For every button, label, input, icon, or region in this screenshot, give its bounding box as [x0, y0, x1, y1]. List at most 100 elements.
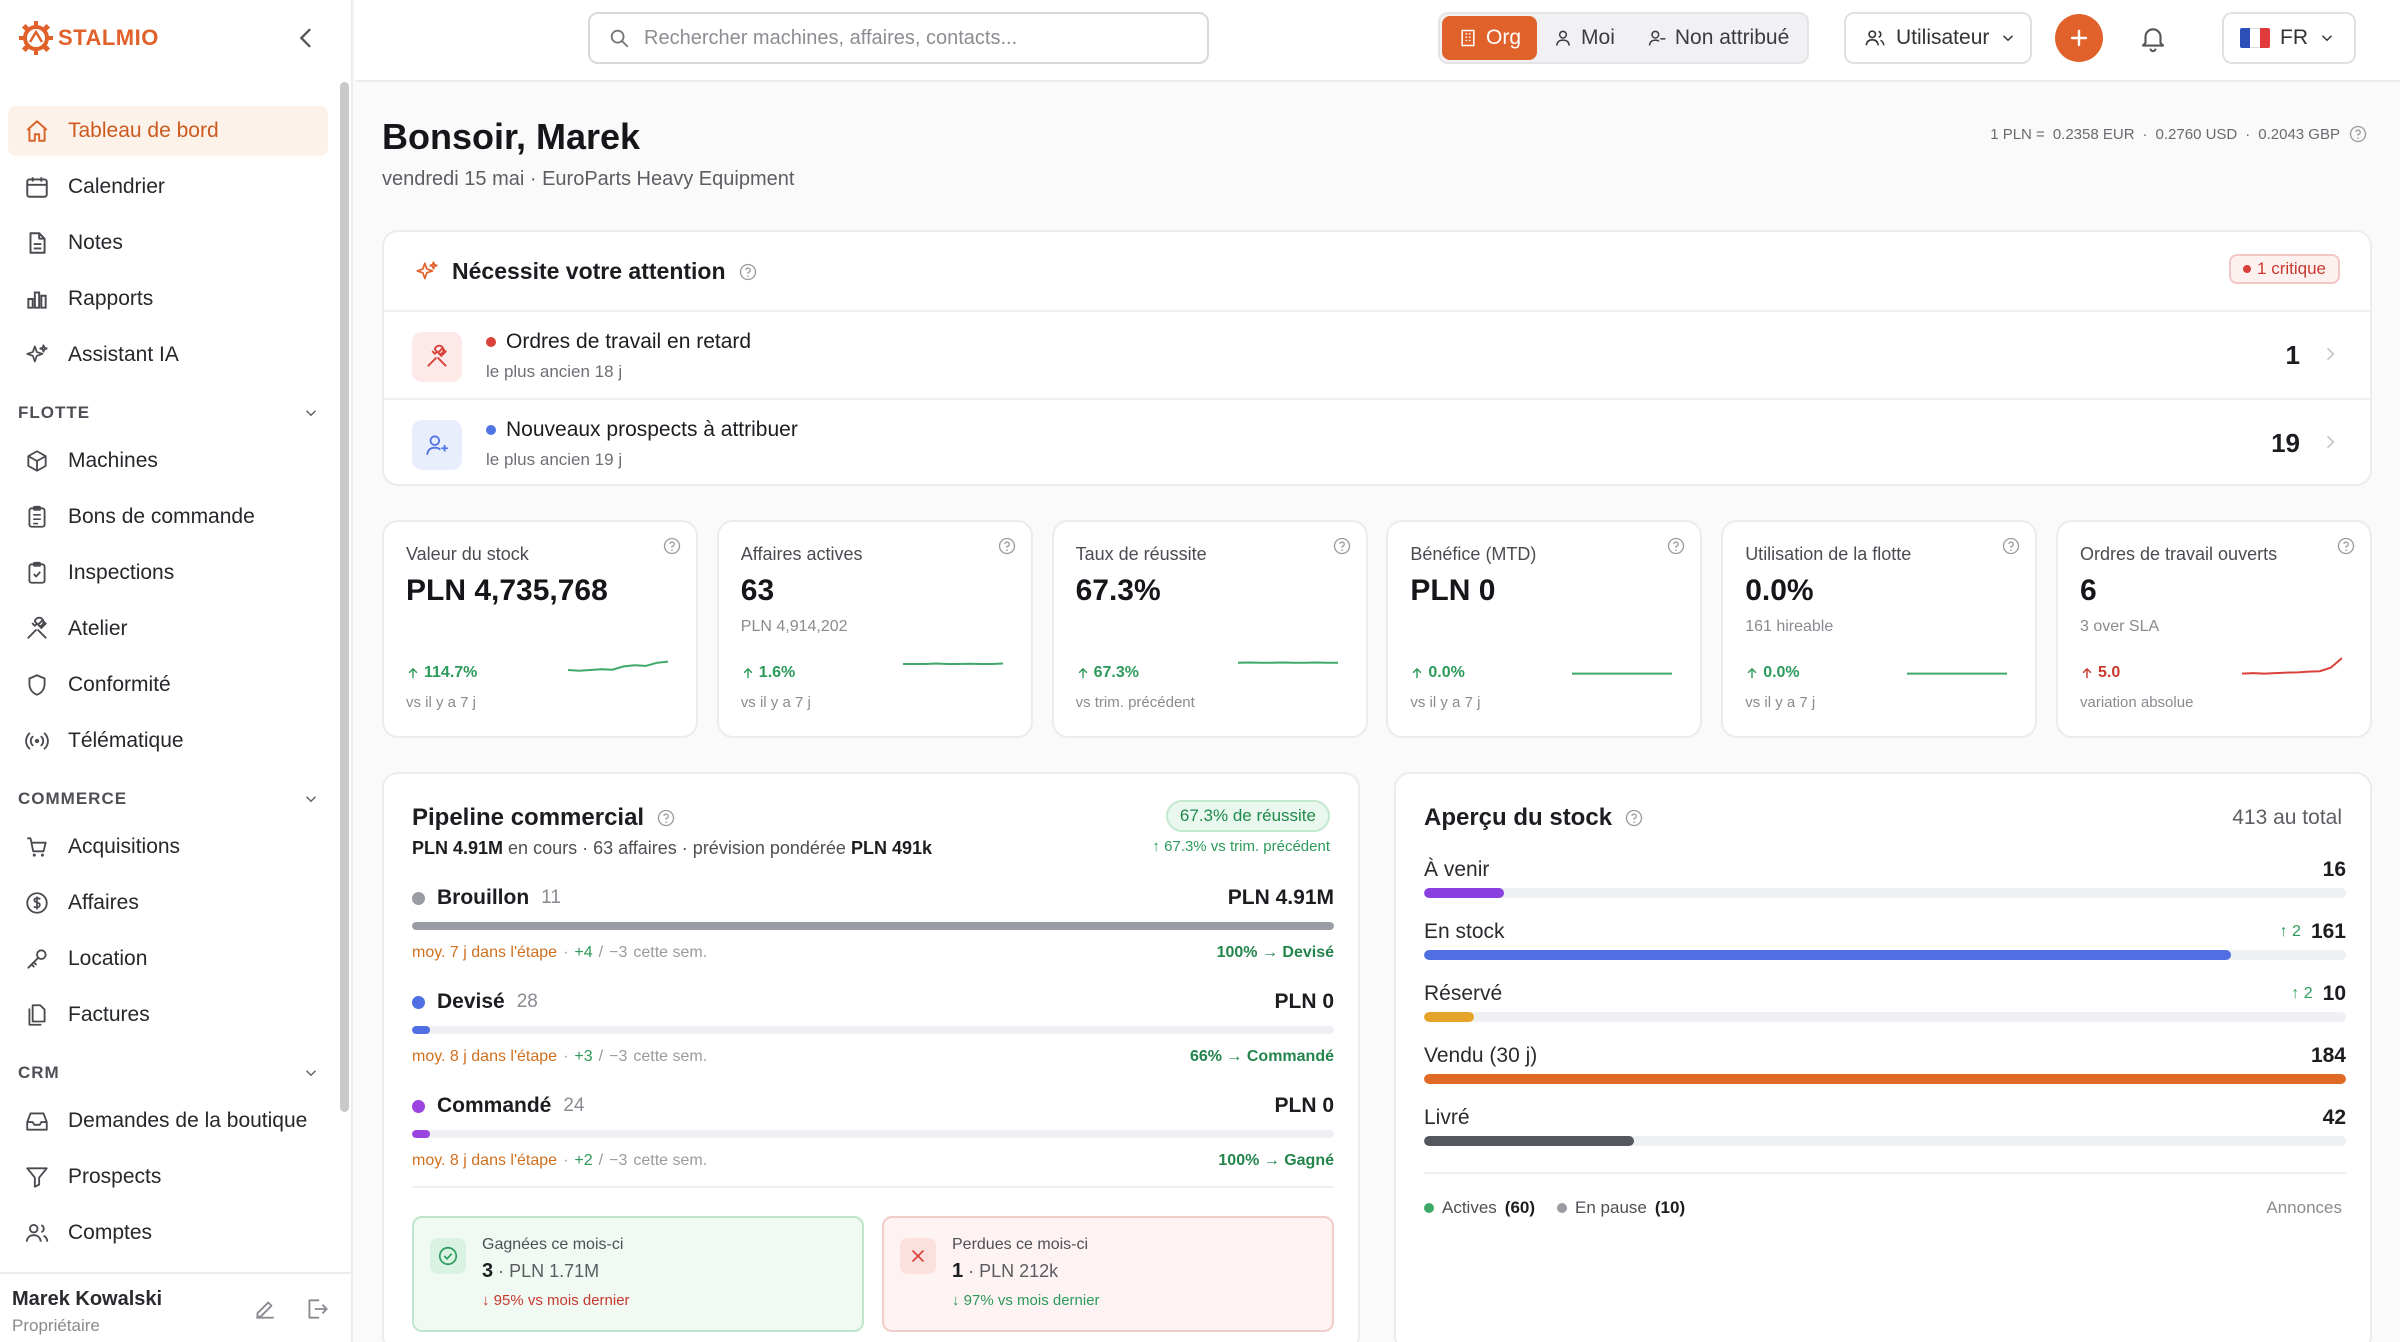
edit-profile-button[interactable] [252, 1296, 278, 1322]
listings-link[interactable]: Annonces [2266, 1198, 2342, 1217]
stock-title: Aperçu du stock [1424, 804, 1613, 831]
user-role: Propriétaire [12, 1316, 100, 1335]
search-input[interactable] [644, 26, 1184, 50]
sidebar-item-accounts[interactable]: Comptes [8, 1208, 328, 1258]
sidebar-scrollbar[interactable] [340, 82, 349, 1112]
sidebar-item-invoices[interactable]: Factures [8, 990, 328, 1040]
sidebar-item-telematics[interactable]: Télématique [8, 716, 328, 766]
stock-bar-fill [1424, 1012, 1474, 1022]
page-title: Bonsoir, Marek [382, 116, 641, 157]
scope-org-button[interactable]: Org [1442, 16, 1538, 60]
stock-bar [1424, 1074, 2346, 1084]
help-icon[interactable] [738, 262, 758, 282]
help-icon[interactable] [2348, 124, 2368, 144]
sidebar-item-calendar[interactable]: Calendrier [8, 162, 328, 212]
kpi-card[interactable]: Ordres de travail ouverts 6 3 over SLA 5… [2056, 520, 2372, 738]
sidebar-item-machines[interactable]: Machines [8, 436, 328, 486]
user-filter-dropdown[interactable]: Utilisateur [1844, 12, 2032, 64]
page-subtitle: vendredi 15 mai · EuroParts Heavy Equipm… [382, 168, 795, 190]
scope-me-button[interactable]: Moi [1537, 16, 1631, 60]
stage-plus: +4 [574, 944, 593, 961]
sidebar-item-label: Acquisitions [68, 835, 181, 858]
help-icon[interactable] [1332, 536, 1352, 556]
sidebar-item-inspections[interactable]: Inspections [8, 548, 328, 598]
stock-row[interactable]: Réservé ↑ 2 10 [1424, 982, 2346, 1038]
kpi-sparkline [568, 660, 668, 672]
stock-row[interactable]: En stock ↑ 2 161 [1424, 920, 2346, 976]
stock-row[interactable]: Livré 42 [1424, 1106, 2346, 1162]
attention-row-sub: le plus ancien 19 j [486, 450, 623, 469]
language-selector[interactable]: FR [2222, 12, 2356, 64]
global-search[interactable] [588, 12, 1209, 64]
sidebar-item-dashboard[interactable]: Tableau de bord [8, 106, 328, 156]
help-icon[interactable] [1666, 536, 1686, 556]
pipeline-stage[interactable]: Brouillon 11 PLN 4.91M moy. 7 j dans l'é… [412, 886, 1334, 982]
help-icon[interactable] [656, 808, 676, 828]
sidebar-item-label: Factures [68, 1003, 150, 1026]
win-rate-comparison: ↑ 67.3% vs trim. précédent [1152, 838, 1330, 855]
sidebar-item-ai-assistant[interactable]: Assistant IA [8, 330, 328, 380]
section-crm-toggle[interactable]: CRM [18, 1058, 320, 1088]
kpi-card[interactable]: Taux de réussite 67.3% 67.3% vs trim. pr… [1051, 520, 1368, 738]
legend-paused: En pause (10) [1557, 1198, 1685, 1218]
chevron-down-icon [2003, 35, 2014, 42]
help-icon[interactable] [662, 536, 682, 556]
kpi-card[interactable]: Valeur du stock PLN 4,735,768 114.7% vs … [382, 520, 698, 738]
sidebar-item-deals[interactable]: Affaires [8, 878, 328, 928]
meta-sep: · [563, 944, 569, 961]
sidebar-item-label: Calendrier [68, 175, 165, 198]
help-icon[interactable] [2336, 536, 2356, 556]
kpi-card[interactable]: Affaires actives 63 PLN 4,914,202 1.6% v… [716, 520, 1033, 738]
stock-value-group: ↑ 2 10 [2291, 982, 2346, 1006]
kpi-card[interactable]: Bénéfice (MTD) PLN 0 0.0% vs il y a 7 j [1386, 520, 1703, 738]
sidebar-item-workshop[interactable]: Atelier [8, 604, 328, 654]
stage-meta: moy. 7 j dans l'étape · +4 / −3 cette se… [412, 944, 707, 962]
stock-row[interactable]: À venir 16 [1424, 858, 2346, 914]
stock-value: 42 [2322, 1106, 2346, 1129]
sidebar-item-compliance[interactable]: Conformité [8, 660, 328, 710]
kpi-delta-value: 0.0% [1428, 664, 1465, 681]
stage-value: PLN 4.91M [1227, 886, 1334, 909]
attention-row-overdue-work-orders[interactable]: Ordres de travail en retard le plus anci… [384, 310, 2370, 398]
help-icon[interactable] [997, 536, 1017, 556]
kpi-sub: 161 hireable [1745, 618, 1834, 635]
sidebar-item-acquisitions[interactable]: Acquisitions [8, 822, 328, 872]
scope-unassigned-button[interactable]: Non attribué [1631, 16, 1805, 60]
pipeline-stage[interactable]: Commandé 24 PLN 0 moy. 8 j dans l'étape … [412, 1094, 1334, 1190]
rate-separator: · [2142, 125, 2148, 143]
meta-slash: / [598, 1152, 604, 1169]
user-plus-icon [426, 435, 448, 455]
sidebar-item-purchase-orders[interactable]: Bons de commande [8, 492, 328, 542]
tools-icon [427, 344, 447, 367]
sidebar-item-prospects[interactable]: Prospects [8, 1152, 328, 1202]
kpi-card[interactable]: Utilisation de la flotte 0.0% 161 hireab… [1721, 520, 2038, 738]
section-fleet-toggle[interactable]: FLOTTE [18, 398, 320, 428]
won-this-month[interactable]: Gagnées ce mois-ci 3 · PLN 1.71M ↓ 95% v… [412, 1216, 864, 1332]
kpi-delta: 114.7% [406, 664, 477, 682]
notifications-button[interactable] [2138, 22, 2168, 54]
create-button[interactable] [2055, 14, 2103, 62]
help-icon[interactable] [2001, 536, 2021, 556]
section-commerce-toggle[interactable]: COMMERCE [18, 784, 320, 814]
sidebar-item-rental[interactable]: Location [8, 934, 328, 984]
stock-value-group: ↑ 2 161 [2280, 920, 2346, 944]
sidebar-item-notes[interactable]: Notes [8, 218, 328, 268]
help-icon[interactable] [1624, 808, 1644, 828]
pipeline-stage[interactable]: Devisé 28 PLN 0 moy. 8 j dans l'étape · … [412, 990, 1334, 1086]
sidebar-item-label: Comptes [68, 1221, 153, 1244]
pipeline-summary: PLN 4.91M en cours · 63 affaires · prévi… [412, 838, 932, 859]
kpi-sparkline [902, 662, 1003, 665]
sidebar-item-reports[interactable]: Rapports [8, 274, 328, 324]
stage-week: cette sem. [633, 1048, 708, 1065]
collapse-sidebar-button[interactable] [292, 24, 320, 52]
brand-logo[interactable]: STALMIO [18, 20, 159, 56]
lost-this-month[interactable]: Perdues ce mois-ci 1 · PLN 212k ↓ 97% vs… [882, 1216, 1334, 1332]
legend-paused-count: (10) [1654, 1198, 1686, 1217]
sidebar-item-shop-requests[interactable]: Demandes de la boutique [8, 1096, 328, 1146]
stock-row[interactable]: Vendu (30 j) 184 [1424, 1044, 2346, 1100]
kpi-value: PLN 0 [1410, 574, 1496, 607]
stock-bar-fill [1424, 1136, 1635, 1146]
attention-row-new-prospects[interactable]: Nouveaux prospects à attribuer le plus a… [384, 398, 2370, 486]
logout-button[interactable] [304, 1296, 330, 1322]
kpi-delta-value: 1.6% [758, 664, 796, 681]
